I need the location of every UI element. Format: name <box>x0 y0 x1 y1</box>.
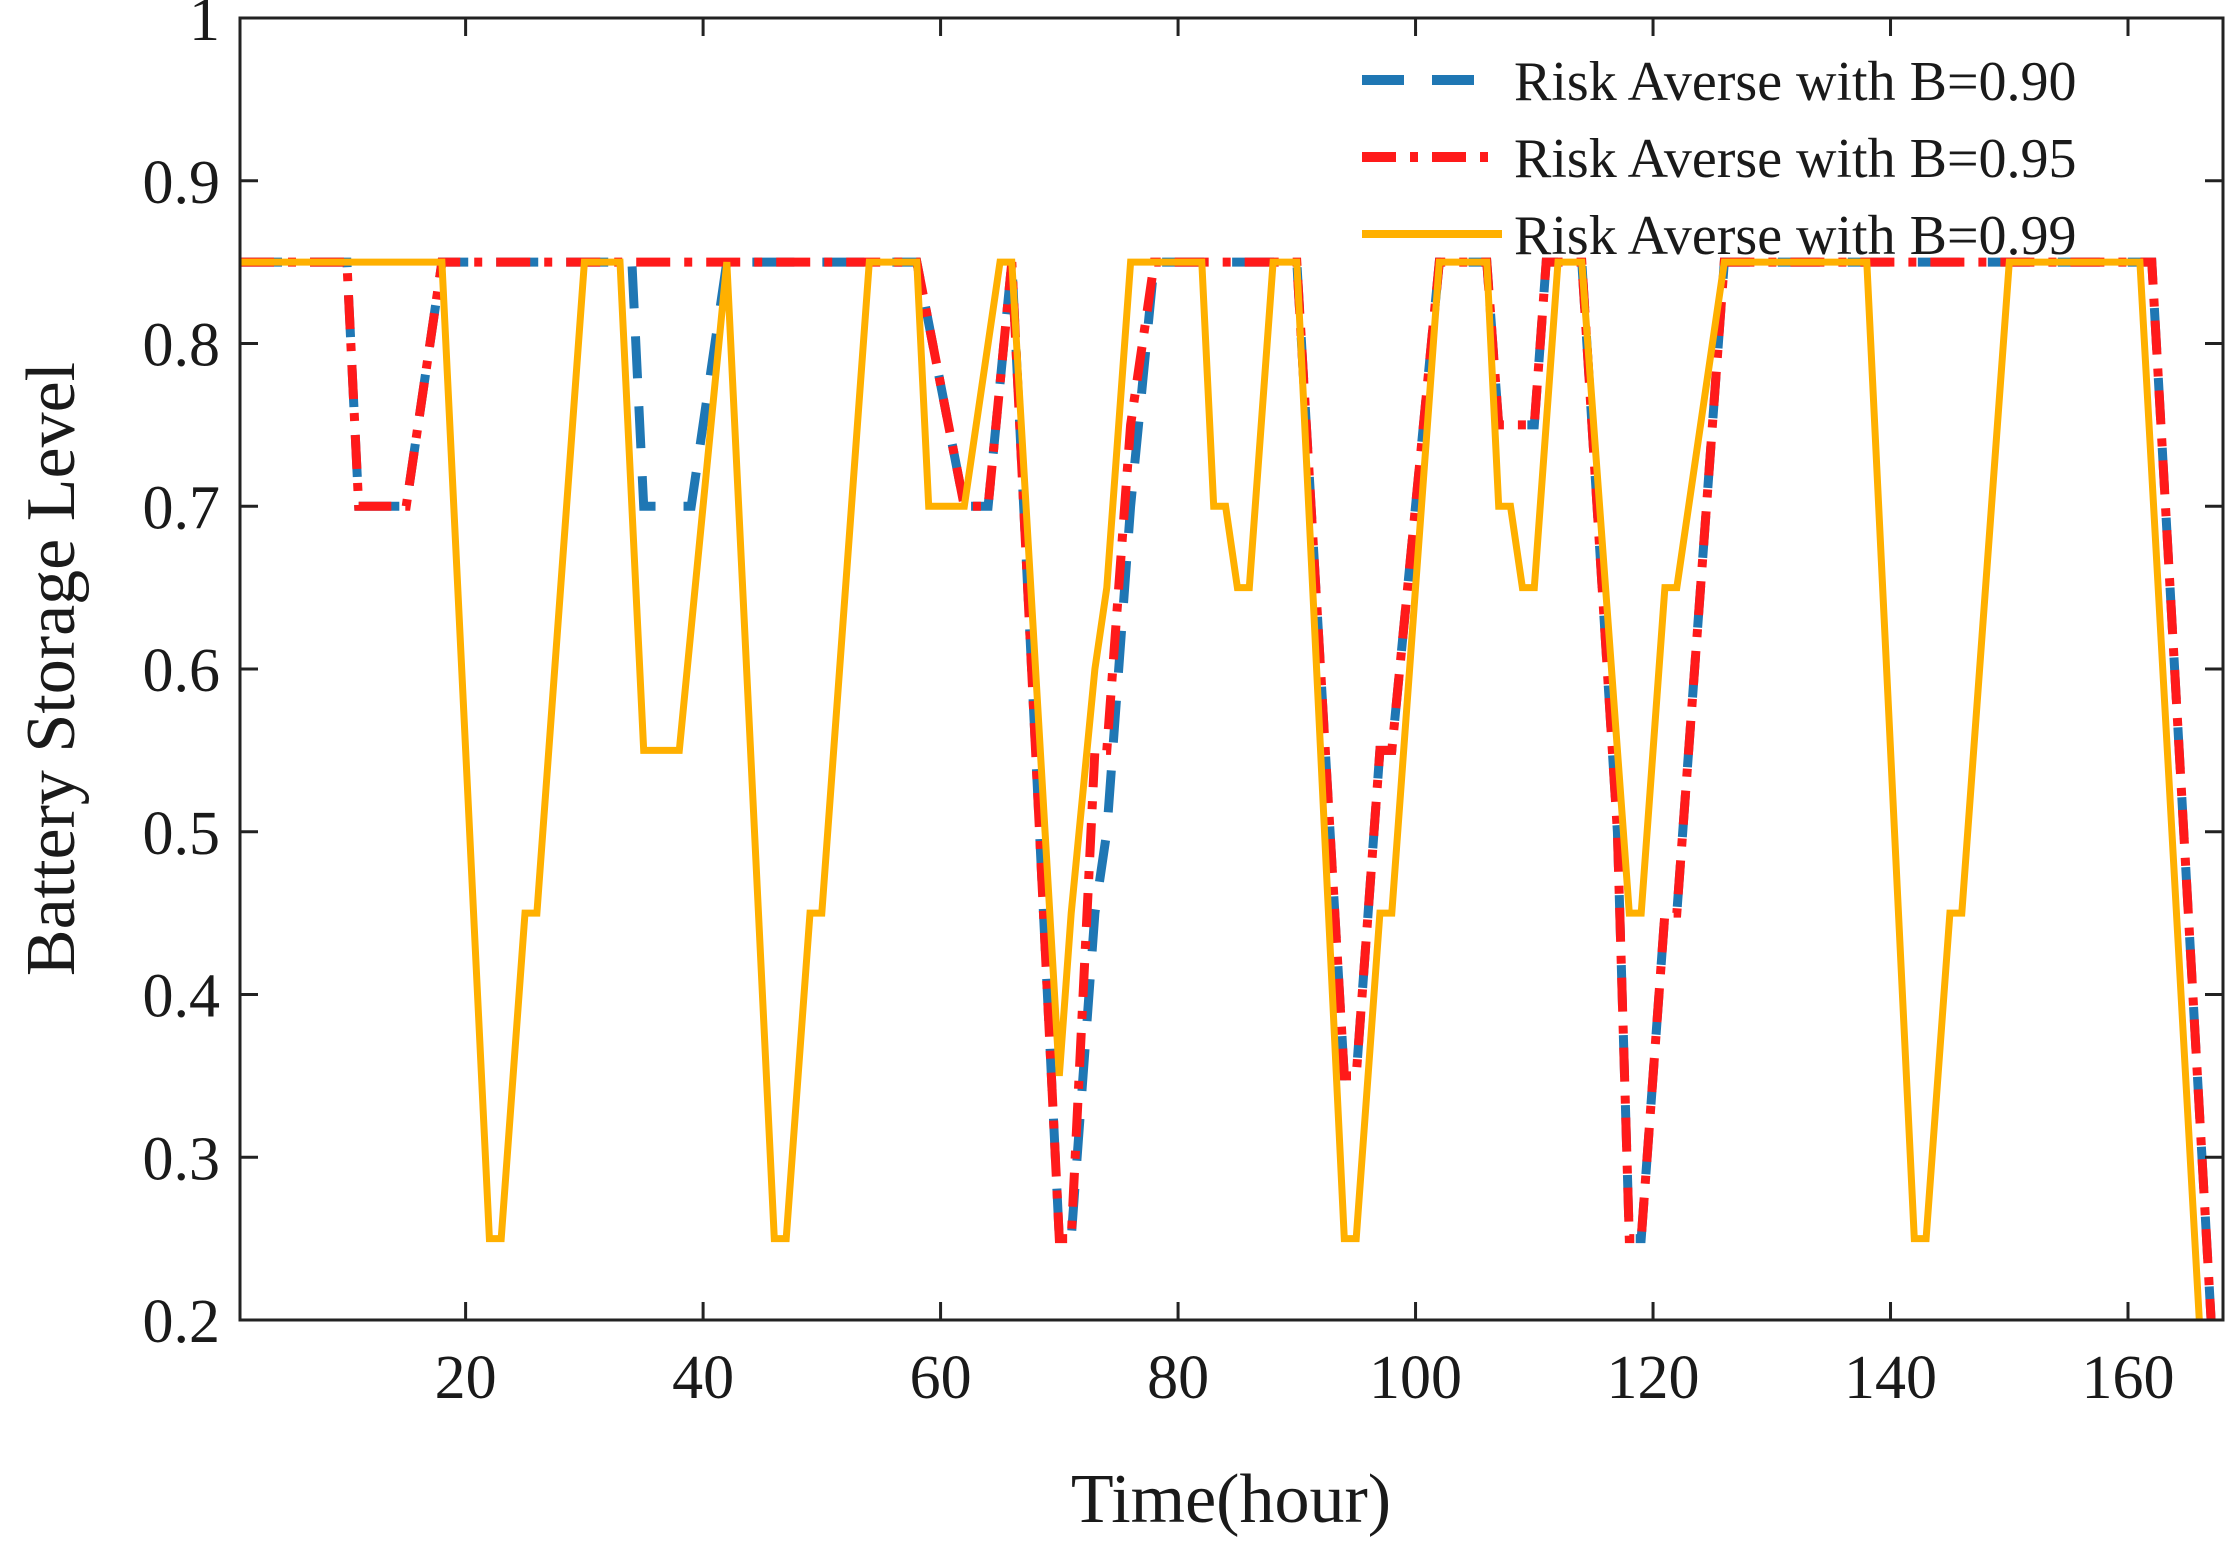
y-tick-label-0.5: 0.5 <box>143 800 221 868</box>
legend-label-b095: Risk Averse with B=0.95 <box>1514 128 2077 190</box>
legend-label-b090: Risk Averse with B=0.90 <box>1514 51 2077 113</box>
legend-label-b099: Risk Averse with B=0.99 <box>1514 205 2077 267</box>
series-layer <box>240 257 2216 1320</box>
y-tick-label-0.9: 0.9 <box>143 149 221 217</box>
series-line-0 <box>240 257 2216 1320</box>
ticks-layer <box>240 16 2223 1322</box>
series-line-2 <box>240 258 2203 1320</box>
series-line-1 <box>240 257 2216 1320</box>
x-tick-label-40: 40 <box>672 1344 734 1412</box>
x-tick-label-160: 160 <box>2082 1344 2175 1412</box>
x-tick-label-140: 140 <box>1844 1344 1937 1412</box>
y-tick-label-0.7: 0.7 <box>143 474 221 542</box>
tick-labels-layer: 20 40 60 80 100 120 140 160 0.2 0.3 0.4 0.5 0.6 0.7 0.… <box>143 0 2175 1412</box>
x-tick-label-100: 100 <box>1369 1344 1462 1412</box>
y-tick-label-0.3: 0.3 <box>143 1125 221 1193</box>
x-tick-label-80: 80 <box>1147 1344 1209 1412</box>
x-tick-label-60: 60 <box>910 1344 972 1412</box>
y-tick-label-0.6: 0.6 <box>143 637 221 705</box>
y-tick-label-0.4: 0.4 <box>143 963 221 1031</box>
y-tick-label-1: 1 <box>189 0 220 54</box>
y-axis-label: Battery Storage Level <box>13 362 90 976</box>
x-axis-label: Time(hour) <box>1071 1461 1391 1538</box>
y-tick-label-0.8: 0.8 <box>143 312 221 380</box>
y-tick-label-0.2: 0.2 <box>143 1288 221 1356</box>
x-tick-label-120: 120 <box>1607 1344 1700 1412</box>
x-tick-label-20: 20 <box>435 1344 497 1412</box>
legend: Risk Averse with B=0.90 Risk Averse with… <box>1362 51 2077 267</box>
